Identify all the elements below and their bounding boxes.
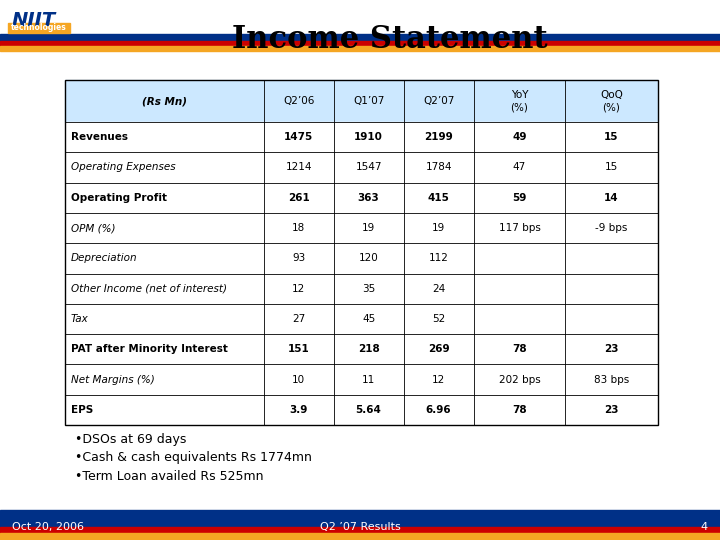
Text: 49: 49 bbox=[513, 132, 527, 142]
Text: 47: 47 bbox=[513, 163, 526, 172]
Bar bbox=[65, 80, 658, 122]
Text: 1547: 1547 bbox=[356, 163, 382, 172]
Text: Q1’07: Q1’07 bbox=[353, 96, 384, 106]
Text: Depreciation: Depreciation bbox=[71, 253, 138, 264]
Text: •DSOs at 69 days: •DSOs at 69 days bbox=[75, 434, 186, 447]
Text: 117 bps: 117 bps bbox=[498, 223, 541, 233]
Bar bbox=[0, 0, 720, 35]
Text: QoQ
(%): QoQ (%) bbox=[600, 90, 623, 112]
Text: 19: 19 bbox=[362, 223, 375, 233]
Text: Operating Expenses: Operating Expenses bbox=[71, 163, 176, 172]
Text: Q2’07: Q2’07 bbox=[423, 96, 454, 106]
Text: 1910: 1910 bbox=[354, 132, 383, 142]
Text: OPM (%): OPM (%) bbox=[71, 223, 115, 233]
Text: Other Income (net of interest): Other Income (net of interest) bbox=[71, 284, 227, 294]
Text: •Cash & cash equivalents Rs 1774mn: •Cash & cash equivalents Rs 1774mn bbox=[75, 451, 312, 464]
Text: 415: 415 bbox=[428, 193, 449, 202]
Bar bbox=[65, 122, 658, 152]
Text: -9 bps: -9 bps bbox=[595, 223, 628, 233]
Text: 23: 23 bbox=[604, 345, 618, 354]
Bar bbox=[65, 152, 658, 183]
Text: 363: 363 bbox=[358, 193, 379, 202]
Text: 78: 78 bbox=[512, 405, 527, 415]
Text: Tax: Tax bbox=[71, 314, 89, 324]
Text: 6.96: 6.96 bbox=[426, 405, 451, 415]
Text: •Term Loan availed Rs 525mn: •Term Loan availed Rs 525mn bbox=[75, 469, 264, 483]
Text: 112: 112 bbox=[428, 253, 449, 264]
Text: 4: 4 bbox=[701, 522, 708, 532]
Text: 15: 15 bbox=[604, 132, 618, 142]
Text: NIIT: NIIT bbox=[12, 11, 56, 30]
Text: 3.9: 3.9 bbox=[289, 405, 308, 415]
Text: Q2’06: Q2’06 bbox=[283, 96, 315, 106]
Text: 59: 59 bbox=[513, 193, 527, 202]
Text: 5.64: 5.64 bbox=[356, 405, 382, 415]
Bar bbox=[65, 183, 658, 213]
Bar bbox=[65, 273, 658, 304]
Text: Oct 20, 2006: Oct 20, 2006 bbox=[12, 522, 84, 532]
Text: 1475: 1475 bbox=[284, 132, 313, 142]
Text: 2199: 2199 bbox=[424, 132, 453, 142]
Text: 14: 14 bbox=[604, 193, 618, 202]
Bar bbox=[65, 304, 658, 334]
Text: 23: 23 bbox=[604, 405, 618, 415]
Text: 24: 24 bbox=[432, 284, 445, 294]
Text: 83 bps: 83 bps bbox=[594, 375, 629, 384]
Text: 27: 27 bbox=[292, 314, 305, 324]
Bar bbox=[0, 34, 720, 41]
Bar bbox=[65, 213, 658, 243]
Text: 12: 12 bbox=[432, 375, 445, 384]
Bar bbox=[65, 364, 658, 395]
Text: 151: 151 bbox=[288, 345, 310, 354]
Text: Q2 ’07 Results: Q2 ’07 Results bbox=[320, 522, 400, 532]
Bar bbox=[65, 395, 658, 425]
Bar bbox=[0, 510, 720, 527]
Bar bbox=[65, 80, 658, 425]
Bar bbox=[0, 533, 720, 540]
Text: technologies: technologies bbox=[11, 24, 67, 32]
Text: Revenues: Revenues bbox=[71, 132, 128, 142]
Text: 10: 10 bbox=[292, 375, 305, 384]
Text: 93: 93 bbox=[292, 253, 305, 264]
Text: 120: 120 bbox=[359, 253, 379, 264]
Bar bbox=[65, 334, 658, 364]
Text: 18: 18 bbox=[292, 223, 305, 233]
Bar bbox=[65, 243, 658, 273]
Text: PAT after Minority Interest: PAT after Minority Interest bbox=[71, 345, 228, 354]
Bar bbox=[0, 527, 720, 533]
Bar bbox=[0, 46, 720, 51]
Text: 218: 218 bbox=[358, 345, 379, 354]
Text: (Rs Mn): (Rs Mn) bbox=[142, 96, 186, 106]
Bar bbox=[8, 23, 70, 33]
Text: 45: 45 bbox=[362, 314, 375, 324]
Bar bbox=[0, 41, 720, 46]
Text: 35: 35 bbox=[362, 284, 375, 294]
Text: 52: 52 bbox=[432, 314, 445, 324]
Text: 15: 15 bbox=[605, 163, 618, 172]
Text: EPS: EPS bbox=[71, 405, 94, 415]
Text: Operating Profit: Operating Profit bbox=[71, 193, 167, 202]
Text: 11: 11 bbox=[362, 375, 375, 384]
Text: 12: 12 bbox=[292, 284, 305, 294]
Text: Net Margins (%): Net Margins (%) bbox=[71, 375, 155, 384]
Text: 261: 261 bbox=[288, 193, 310, 202]
Text: YoY
(%): YoY (%) bbox=[510, 90, 528, 112]
Text: 1784: 1784 bbox=[426, 163, 452, 172]
Text: Income Statement: Income Statement bbox=[232, 24, 548, 56]
Text: 19: 19 bbox=[432, 223, 445, 233]
Text: 78: 78 bbox=[512, 345, 527, 354]
Text: 269: 269 bbox=[428, 345, 449, 354]
Text: 1214: 1214 bbox=[285, 163, 312, 172]
Text: 202 bps: 202 bps bbox=[499, 375, 541, 384]
